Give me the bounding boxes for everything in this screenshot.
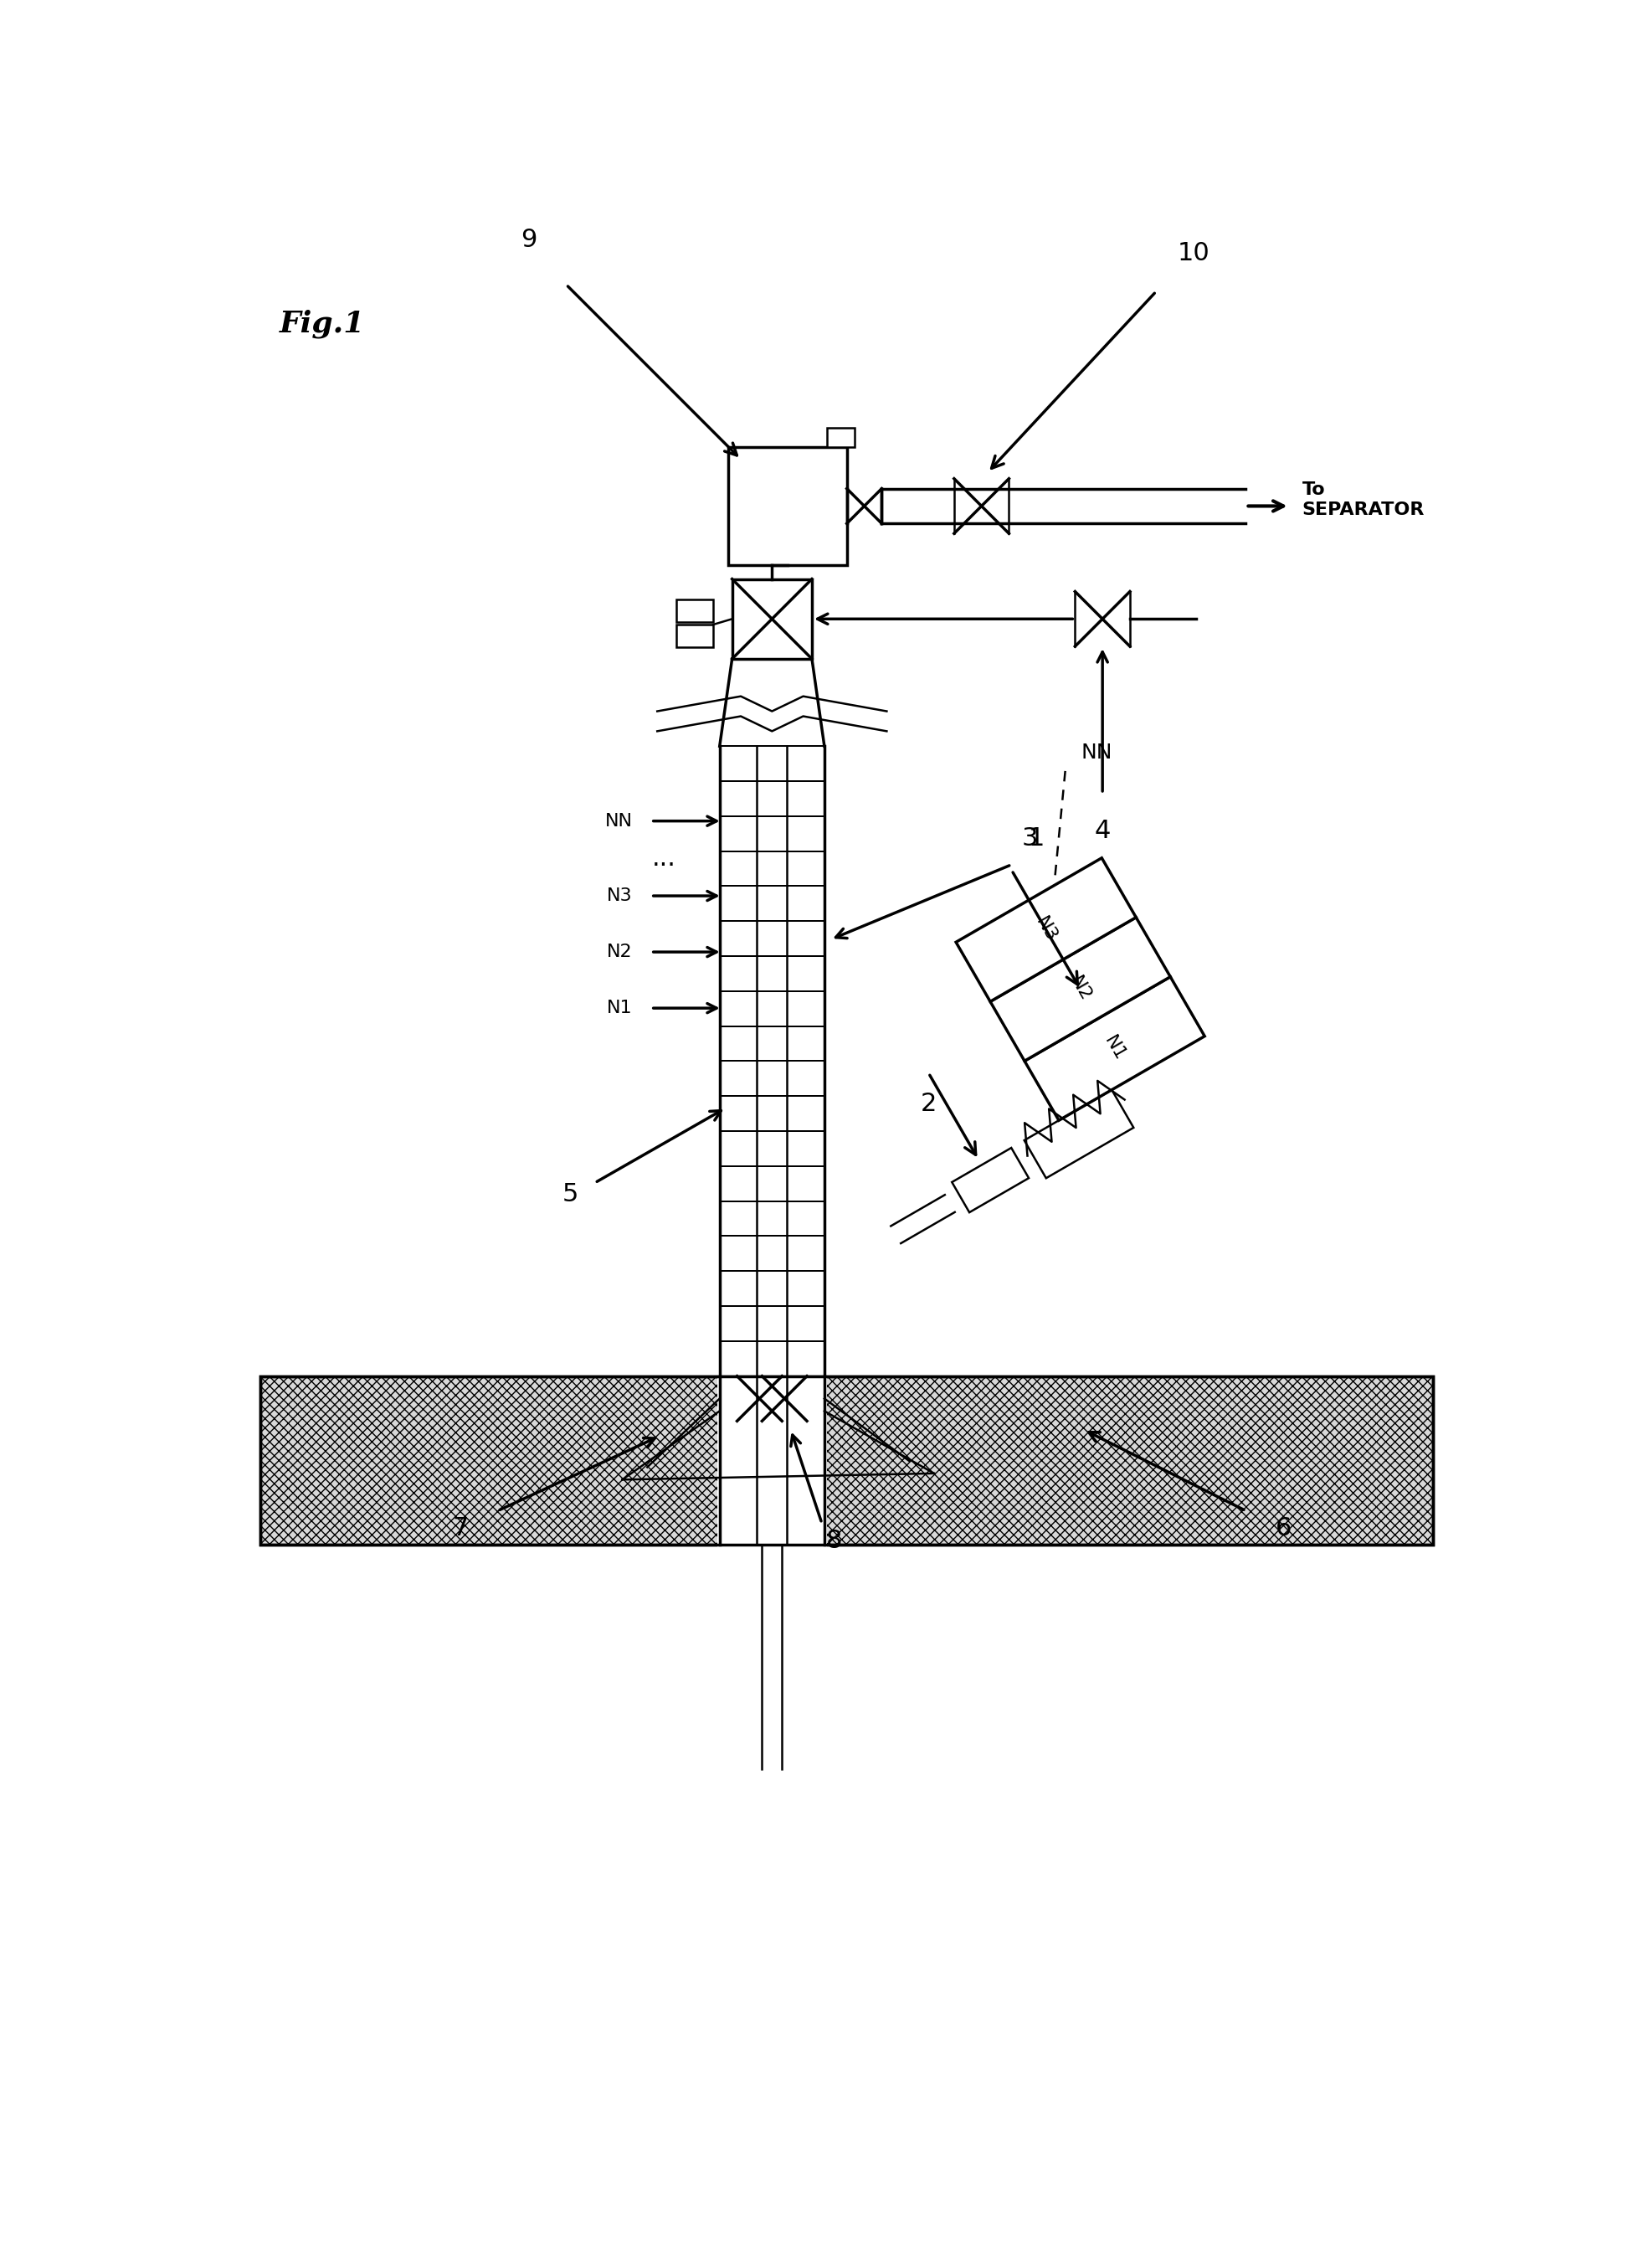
Text: Fig.1: Fig.1 [280,311,365,338]
Text: N2: N2 [1066,973,1094,1005]
Text: N2: N2 [607,943,632,959]
Bar [733,578,812,658]
Polygon shape [1024,978,1205,1120]
Text: NN: NN [604,812,632,830]
Text: To
SEPARATOR: To SEPARATOR [1302,481,1424,517]
Text: N3: N3 [607,887,632,905]
Polygon shape [956,857,1136,1002]
Text: N1: N1 [1101,1034,1128,1064]
Text: 9: 9 [521,229,537,252]
Text: 2: 2 [920,1091,936,1116]
Text: ...: ... [651,846,676,871]
Bar [676,624,713,646]
Bar [728,447,847,565]
Bar [716,1377,827,1558]
Text: 10: 10 [1177,240,1210,265]
Bar [260,1377,1433,1545]
Text: 1: 1 [1029,826,1045,850]
Text: 8: 8 [825,1529,843,1554]
Bar [260,1377,1433,1545]
Bar [676,599,713,621]
Text: 6: 6 [1275,1517,1291,1540]
Text: 7: 7 [453,1517,469,1540]
Text: 4: 4 [1094,819,1110,844]
Text: 3: 3 [1022,828,1039,850]
Text: NN: NN [1081,742,1112,762]
Polygon shape [990,916,1171,1061]
Text: 5: 5 [562,1182,578,1207]
Text: N1: N1 [607,1000,632,1016]
Text: N3: N3 [1032,914,1060,946]
Bar [827,429,855,447]
